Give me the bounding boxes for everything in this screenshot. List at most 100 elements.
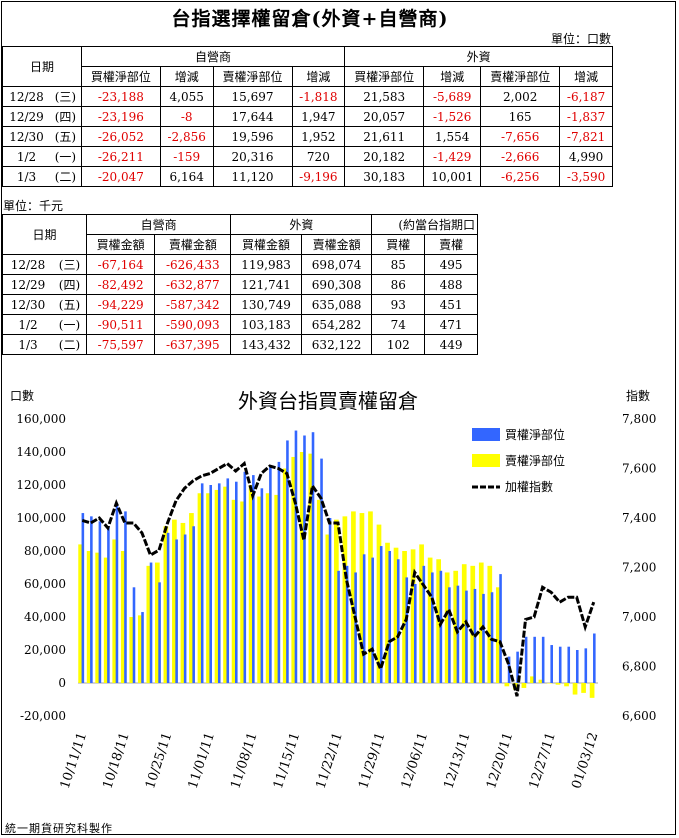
table-row: 12/30 (五) -94,229 -587,342 130,749 635,088 93 4… bbox=[2, 294, 478, 315]
bar-call bbox=[235, 481, 238, 683]
bar-call bbox=[107, 526, 110, 683]
bar-put bbox=[231, 499, 237, 683]
table-cell: 103,183 bbox=[230, 314, 302, 335]
x-tick-label: 11/01/11 bbox=[186, 731, 218, 791]
y2-tick-label: 7,200 bbox=[622, 561, 656, 575]
bar-put bbox=[154, 562, 160, 683]
table-cell: 632,122 bbox=[300, 334, 373, 355]
bar-call bbox=[396, 559, 400, 683]
bar-put bbox=[547, 683, 552, 684]
table-cell: 20,057 bbox=[344, 106, 425, 127]
table-cell: -67,164 bbox=[85, 254, 156, 275]
table-cell: 4,055 bbox=[159, 86, 214, 107]
table-cell: 21,583 bbox=[344, 86, 425, 107]
bar-put bbox=[530, 676, 535, 683]
bar-put bbox=[427, 557, 433, 683]
table-cell: -1,818 bbox=[291, 86, 346, 107]
y-axis-label-left: 口數 bbox=[10, 389, 34, 403]
table-cell: 654,282 bbox=[300, 314, 373, 335]
bar-put bbox=[78, 544, 83, 683]
bar-put bbox=[163, 526, 169, 683]
column-header: 增減 bbox=[159, 66, 214, 87]
x-tick-label: 11/08/11 bbox=[228, 731, 260, 791]
table-row: 12/28 (三) -23,188 4,055 15,697 -1,818 21,583 -5… bbox=[1, 86, 613, 107]
bar-call bbox=[345, 565, 349, 683]
bar-call bbox=[175, 539, 178, 683]
bar-put bbox=[299, 452, 305, 683]
table-cell: -590,093 bbox=[154, 314, 232, 335]
table-cell: 635,088 bbox=[300, 294, 373, 315]
table-cell: 11,120 bbox=[212, 166, 293, 187]
y-tick-label: 20,000 bbox=[24, 643, 66, 657]
bar-put bbox=[495, 587, 501, 683]
group-header-foreign: 外資 bbox=[344, 46, 613, 67]
column-header: 買權 bbox=[371, 234, 426, 255]
table-cell: 119,983 bbox=[230, 254, 302, 275]
row-weekday: (五) bbox=[53, 294, 87, 315]
table-cell: 451 bbox=[424, 294, 478, 315]
bar-call bbox=[166, 532, 170, 683]
bar-call bbox=[141, 612, 144, 683]
bar-call bbox=[388, 551, 392, 683]
table-cell: 121,741 bbox=[230, 274, 302, 295]
footer-credit: 統一期貨研究科製作 bbox=[5, 822, 113, 835]
table-cell: 102 bbox=[371, 334, 426, 355]
y-axis-label-right: 指數 bbox=[626, 388, 650, 403]
series-line-index bbox=[81, 460, 596, 697]
table-cell: -159 bbox=[159, 146, 214, 167]
table-positions: 日期 自營商 外資 買權淨部位 增減 賣權淨部位 增減 買權淨部位 增減 賣權淨部位 增減 1… bbox=[1, 46, 613, 187]
bar-put bbox=[555, 683, 561, 685]
table-cell: 74 bbox=[371, 314, 426, 335]
bar-put bbox=[521, 683, 527, 688]
table-cell: -637,395 bbox=[154, 334, 232, 355]
table-cell: 86 bbox=[371, 274, 426, 295]
bar-put bbox=[487, 565, 493, 683]
bar-call bbox=[269, 466, 272, 683]
legend-label: 買權淨部位 bbox=[505, 427, 565, 442]
row-weekday: (一) bbox=[53, 314, 87, 335]
x-tick-label: 10/11/11 bbox=[58, 731, 90, 791]
bar-put bbox=[86, 551, 92, 683]
y-tick-label: 40,000 bbox=[24, 610, 66, 624]
bar-call bbox=[448, 587, 451, 683]
bar-call bbox=[226, 478, 230, 683]
bar-call bbox=[311, 432, 315, 683]
table-cell: -2,666 bbox=[480, 146, 561, 167]
bar-call bbox=[422, 565, 426, 683]
table-row: 12/29 (四) -23,196 -8 17,644 1,947 20,057 -1,526… bbox=[1, 106, 613, 127]
bar-put bbox=[206, 493, 211, 683]
bar-call bbox=[277, 461, 281, 683]
table-cell: 495 bbox=[424, 254, 478, 275]
column-header: 增減 bbox=[423, 66, 482, 87]
x-tick-label: 12/27/11 bbox=[527, 731, 559, 791]
table-cell: 4,990 bbox=[559, 146, 613, 167]
bar-call bbox=[158, 582, 161, 683]
bar-put bbox=[103, 557, 109, 683]
table-cell: 19,596 bbox=[212, 126, 293, 147]
table-cell: 6,164 bbox=[159, 166, 214, 187]
table-cell: -5,689 bbox=[423, 86, 482, 107]
bar-call bbox=[371, 557, 374, 683]
table-cell: -20,047 bbox=[80, 166, 161, 187]
bar-put bbox=[120, 551, 126, 683]
table-cell: -1,526 bbox=[423, 106, 482, 127]
row-date: 12/28 bbox=[2, 254, 53, 275]
bar-put bbox=[172, 519, 177, 683]
table-cell: -626,433 bbox=[154, 254, 232, 275]
date-header: 日期 bbox=[2, 46, 82, 87]
bar-call bbox=[217, 483, 221, 683]
unit-label-contracts: 單位：口數 bbox=[550, 32, 611, 46]
y-tick-label: 60,000 bbox=[24, 577, 66, 591]
bar-put bbox=[214, 489, 220, 683]
row-date: 12/28 bbox=[1, 86, 50, 107]
row-weekday: (一) bbox=[49, 146, 82, 167]
bar-put bbox=[444, 572, 450, 683]
bar-put bbox=[538, 679, 544, 683]
table-cell: 698,074 bbox=[300, 254, 373, 275]
table-cell: -2,856 bbox=[159, 126, 214, 147]
table-row: 12/30 (五) -26,052 -2,856 19,596 1,952 21,611 1,… bbox=[1, 126, 613, 147]
bar-call bbox=[379, 546, 383, 683]
table-cell: 2,002 bbox=[480, 86, 561, 107]
bar-put bbox=[334, 519, 339, 683]
table-row: 1/3 (二) -75,597 -637,395 143,432 632,122 102 44… bbox=[2, 334, 478, 355]
